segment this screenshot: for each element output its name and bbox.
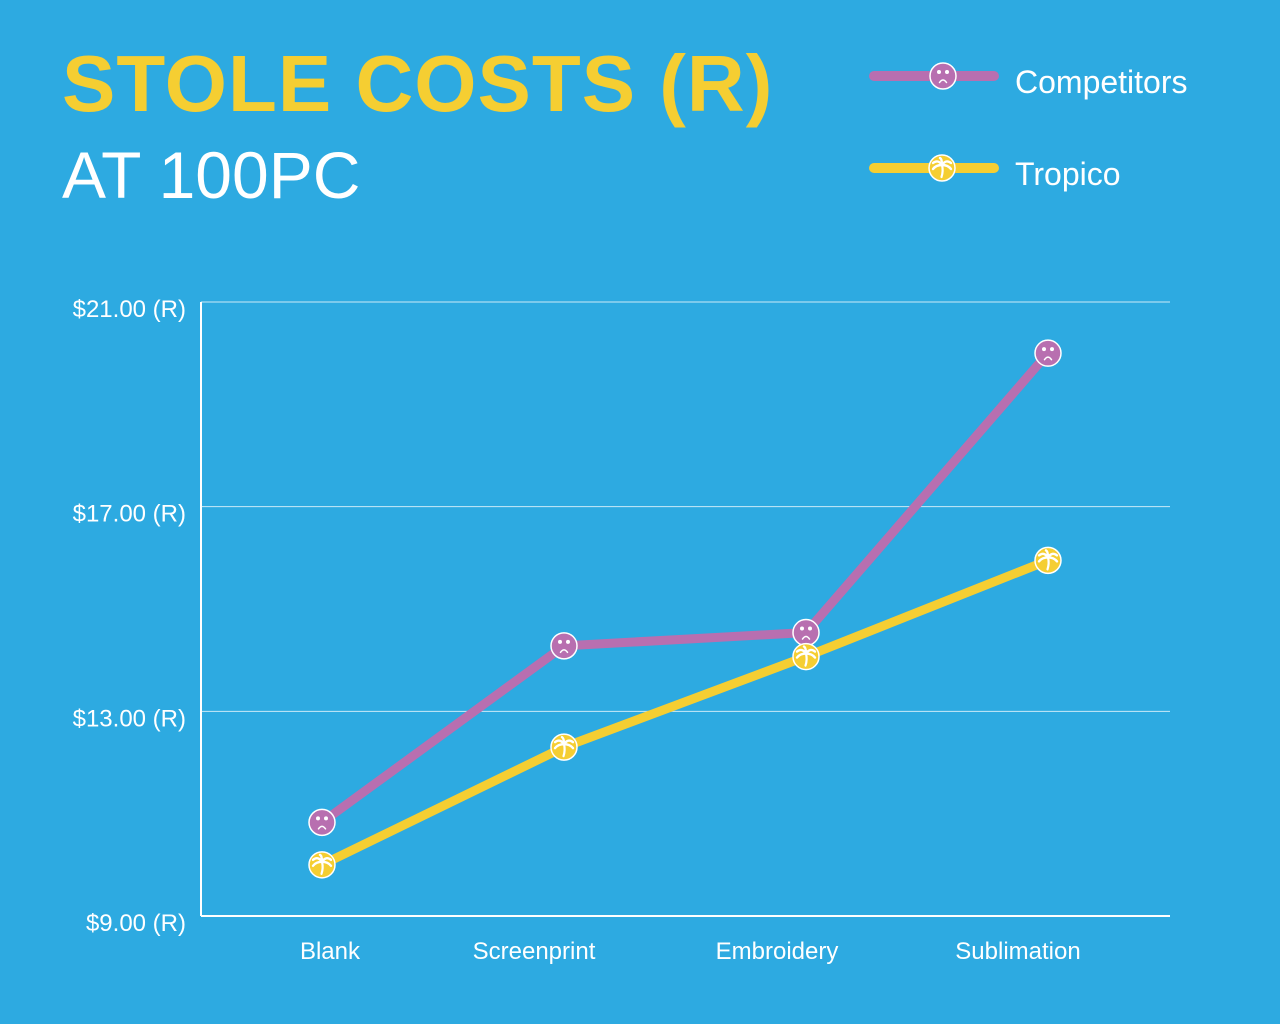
marker-eye [1042,347,1046,352]
palm-trunk [320,860,324,875]
palm-leaf [938,156,944,167]
palm-leaf [318,853,324,864]
series-line-tropico [317,555,1053,870]
palm-tree-icon [550,733,578,761]
legend-label-competitors: Competitors [1015,64,1188,100]
palm-leaf [560,735,566,746]
sad-face-icon [308,808,336,837]
series-markers [308,339,1062,879]
marker-eye [937,70,941,74]
palm-tree-icon [1034,546,1062,575]
series-line-competitors [317,348,1053,827]
marker-disc [1034,339,1062,367]
sad-face-icon [929,62,957,90]
palm-tree-icon [308,851,336,879]
x-tick-label: Screenprint [473,938,596,965]
gridlines [201,301,1170,712]
y-tick-label: $13.00 (R) [73,705,186,732]
palm-trunk [1046,556,1050,571]
palm-trunk [940,163,944,179]
marker-eye [558,639,562,644]
marker-eye [800,626,804,631]
marker-disc [792,618,820,647]
marker-eye [566,639,570,644]
marker-mouth [1043,356,1053,361]
marker-disc [550,632,578,660]
marker-eye [1050,347,1054,352]
marker-eye [316,816,320,821]
x-tick-label: Embroidery [716,938,839,965]
x-tick-label: Blank [300,938,361,965]
y-tick-labels: $21.00 (R) $17.00 (R) $13.00 (R) $9.00 (R) [73,296,186,937]
sad-face-icon [792,618,820,647]
x-tick-label: Sublimation [955,938,1080,965]
legend: Competitors Tropico [869,62,1188,192]
y-tick-label: $21.00 (R) [73,296,186,323]
marker-eye [808,626,812,631]
axes [200,302,1170,917]
palm-trunk [562,743,566,758]
series-lines [317,348,1053,870]
marker-mouth [801,635,811,640]
legend-item-tropico: Tropico [869,154,1121,192]
palm-trunk [804,652,808,667]
palm-leaf [802,645,808,655]
chart-title: STOLE COSTS (R) [62,39,774,128]
sad-face-icon [550,632,578,660]
y-tick-label: $9.00 (R) [86,910,186,937]
marker-mouth [317,825,327,830]
marker-mouth [938,79,948,84]
marker-disc [929,62,957,90]
legend-label-tropico: Tropico [1015,156,1121,192]
marker-eye [945,70,949,74]
marker-mouth [559,649,569,654]
marker-eye [324,816,328,821]
palm-tree-icon [792,642,820,671]
chart-subtitle: AT 100PC [62,138,361,212]
x-tick-labels: Blank Screenprint Embroidery Sublimation [300,938,1081,965]
y-tick-label: $17.00 (R) [73,501,186,528]
sad-face-icon [1034,339,1062,367]
palm-tree-icon [928,154,956,182]
palm-leaf [1044,549,1050,559]
marker-disc [308,808,336,837]
legend-item-competitors: Competitors [869,62,1188,100]
